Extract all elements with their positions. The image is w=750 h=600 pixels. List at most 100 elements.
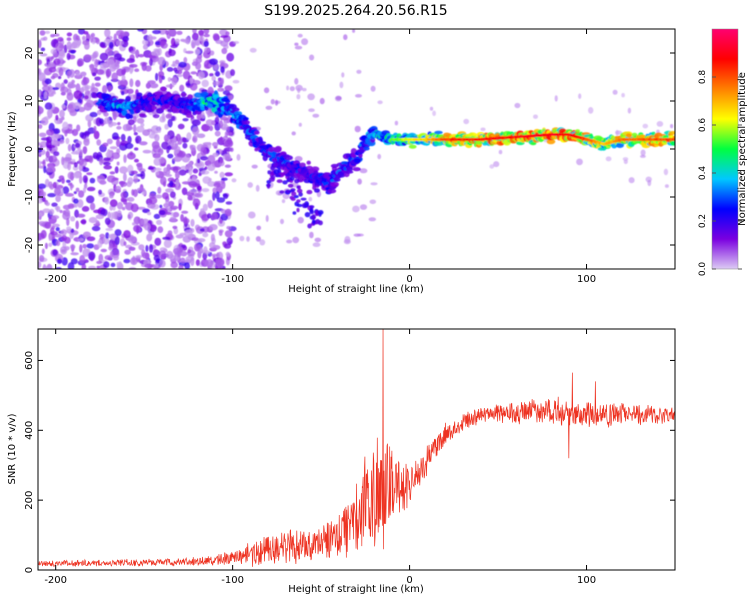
spectrogram-blob: [112, 243, 118, 251]
spectrogram-blob: [198, 29, 204, 36]
spectrogram-blob: [172, 60, 176, 67]
spectrogram-blob: [207, 109, 211, 118]
spectrogram-blob: [133, 216, 141, 225]
spectrogram-blob: [80, 219, 87, 224]
spectrogram-blob: [48, 155, 58, 163]
spectrogram-blob: [239, 235, 245, 242]
spectrogram-blob: [52, 182, 57, 189]
spectrogram-blob: [224, 208, 232, 217]
spectrogram-blob: [81, 206, 90, 212]
spectrogram-blob: [200, 156, 209, 161]
spectrogram-blob: [546, 138, 556, 145]
spectrogram-blob: [78, 29, 85, 35]
spectrogram-blob: [128, 126, 134, 131]
spectrogram-blob: [103, 112, 109, 117]
spectrogram-blob: [213, 182, 221, 188]
spectrogram-blob: [70, 252, 79, 256]
spectrogram-blob: [263, 87, 270, 94]
spectrogram-blob: [133, 132, 138, 136]
spectrogram-blob: [38, 39, 42, 49]
spectrogram-blob: [66, 92, 74, 101]
spectrogram-blob: [127, 135, 132, 144]
spectrogram-blob: [211, 212, 219, 220]
snr-x-label: Height of straight line (km): [288, 584, 424, 595]
spectrogram-blob: [218, 230, 223, 236]
spectrogram-blob: [306, 189, 313, 195]
spectrogram-blob: [185, 36, 191, 45]
spectrogram-blob: [44, 221, 52, 229]
y-tick-label: 400: [24, 421, 35, 440]
spectrogram-blob: [152, 144, 162, 153]
spectrogram-blob: [126, 152, 136, 160]
spectrogram-blob: [149, 244, 154, 253]
spectrogram-blob: [99, 62, 109, 69]
spectrogram-blob: [311, 219, 316, 224]
spectrogram-blob: [212, 152, 219, 158]
spectrogram-blob: [172, 211, 180, 218]
spectrogram-blob: [273, 162, 278, 168]
spectrogram-blob: [195, 62, 202, 70]
spectrogram-blob: [96, 265, 101, 269]
spectrogram-blob: [187, 195, 193, 201]
spectrogram-blob: [127, 119, 135, 126]
spectrogram-blob: [69, 109, 77, 117]
spectrogram-blob: [664, 184, 669, 188]
spectrogram-blob: [174, 59, 180, 65]
spectrogram-blob: [122, 124, 130, 132]
spectrogram-blob: [87, 127, 96, 134]
chart-title: S199.2025.264.20.56.R15: [264, 3, 447, 19]
spectrogram-blob: [330, 181, 339, 187]
spectrogram-blob: [107, 211, 111, 219]
spectrogram-blob: [205, 119, 214, 126]
spectrogram-blob: [134, 158, 139, 163]
spectrogram-blob: [63, 79, 68, 84]
spectrogram-blob: [201, 111, 205, 119]
spectrogram-blob: [267, 170, 272, 175]
spectrogram-blob: [216, 257, 225, 267]
spectrogram-blob: [297, 216, 304, 224]
spectrogram-blob: [123, 230, 131, 239]
x-tick-label: -200: [44, 274, 67, 285]
spectrogram-blob: [124, 142, 134, 149]
spectrogram-blob: [201, 79, 209, 88]
spectrogram-blob: [181, 244, 187, 249]
spectrogram-blob: [60, 246, 68, 255]
spectrogram-blob: [88, 265, 97, 269]
spectrogram-blob: [86, 243, 94, 249]
spectrogram-blob: [109, 250, 113, 259]
spectrogram-blob: [135, 254, 143, 259]
spectrogram-blob: [66, 32, 73, 37]
spectrogram-blob: [186, 132, 192, 141]
spectrogram-blob: [39, 141, 48, 148]
spectrogram-blob: [159, 64, 163, 72]
spectrogram-blob: [81, 263, 87, 269]
spectrogram-blob: [158, 29, 167, 35]
spectrogram-blob: [42, 266, 48, 269]
spectrogram-blob: [170, 37, 176, 47]
spectrogram-blob: [292, 211, 297, 215]
spectrogram-blob: [199, 228, 205, 232]
spectrogram-blob: [73, 198, 79, 204]
spectrogram-blob: [266, 183, 271, 189]
spectrogram-blob: [79, 244, 83, 253]
spectrogram-blob: [156, 219, 162, 225]
colorbar-tick-label: 0.8: [698, 70, 708, 85]
spectrogram-blob: [89, 177, 96, 184]
spectrogram-blob: [163, 167, 169, 174]
spectrogram-blob: [51, 202, 58, 207]
spectrogram-blob: [121, 75, 126, 81]
spectrogram-blob: [39, 53, 48, 57]
spectrogram-blob: [106, 58, 115, 68]
spectrogram-blob: [64, 99, 68, 107]
spectrogram-blob: [136, 117, 145, 124]
spectrogram-blob: [162, 236, 171, 240]
spectrogram-blob: [69, 172, 75, 181]
spectrogram-blob: [137, 29, 144, 32]
spectrogram-blob: [642, 123, 649, 129]
spectrogram-blob: [57, 37, 64, 42]
spectrogram-blob: [530, 142, 537, 146]
spectrogram-blob: [109, 146, 118, 150]
spectrogram-blob: [282, 180, 288, 185]
spectrogram-blob: [223, 120, 228, 129]
spectrogram-blob: [129, 109, 135, 115]
